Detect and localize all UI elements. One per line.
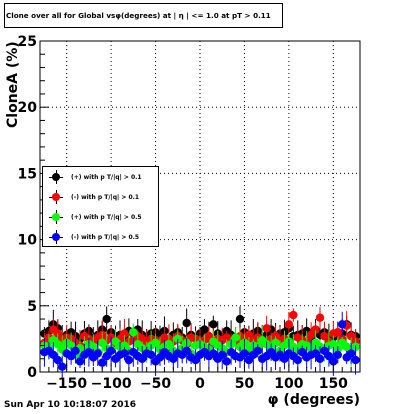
data-point [311, 325, 320, 334]
data-point [129, 328, 138, 337]
data-point [289, 310, 298, 320]
y-tick-label: 25 [18, 34, 37, 50]
data-point [120, 349, 129, 358]
data-point [102, 314, 111, 324]
data-point [146, 350, 156, 359]
chart-title-box: Clone over all for Global vsφ(degrees) a… [4, 3, 283, 28]
data-point [124, 355, 134, 365]
data-point [71, 346, 80, 356]
y-tick-label: 10 [18, 233, 38, 249]
legend-marker-series-2 [49, 190, 63, 204]
data-point [240, 349, 249, 358]
data-point [231, 333, 240, 342]
data-point [75, 357, 85, 366]
legend-label-series-3: (+) with p T/|q| > 0.5 [71, 213, 142, 221]
data-point [120, 329, 129, 338]
data-point [338, 320, 347, 329]
data-point [333, 328, 342, 337]
chart-title: Clone over all for Global vsφ(degrees) a… [6, 11, 271, 20]
data-point [182, 318, 191, 328]
data-point [351, 355, 360, 365]
series-4 [40, 311, 360, 378]
data-point [106, 346, 116, 356]
x-tick-label: 0 [195, 376, 205, 392]
legend-item-series-2: (-) with p T/|q| > 0.1 [43, 187, 158, 207]
data-point [222, 333, 231, 342]
data-point [182, 346, 191, 356]
legend-marker-series-4 [49, 230, 63, 244]
series-layer [40, 306, 360, 378]
legend-item-series-3: (+) with p T/|q| > 0.5 [43, 207, 158, 227]
data-point [93, 349, 102, 358]
data-point [98, 358, 107, 367]
timestamp-footer: Sun Apr 10 10:18:07 2016 [4, 400, 137, 410]
legend-marker-series-1 [49, 170, 63, 184]
data-point [271, 338, 280, 348]
x-tick-label: −150 [46, 376, 87, 392]
data-point [200, 325, 209, 334]
data-point [209, 320, 218, 329]
data-point [218, 350, 227, 359]
y-tick-label: 0 [27, 365, 37, 381]
data-point [346, 349, 356, 358]
legend-marker-series-3 [49, 210, 63, 224]
legend-item-series-4: (-) with p T/|q| > 0.5 [43, 227, 158, 247]
legend-label-series-2: (-) with p T/|q| > 0.1 [71, 193, 140, 201]
data-point [58, 362, 67, 371]
legend-label-series-1: (+) with p T/|q| > 0.1 [71, 173, 142, 181]
data-point [222, 357, 231, 366]
x-tick-label: 100 [274, 376, 303, 392]
data-point [173, 334, 182, 344]
y-tick-label: 20 [18, 100, 38, 116]
x-tick-label: −100 [91, 376, 132, 392]
data-point [315, 313, 325, 322]
grid-lines [40, 41, 360, 372]
legend-item-series-1: (+) with p T/|q| > 0.1 [43, 167, 158, 187]
y-tick-label: 15 [18, 166, 37, 182]
data-point [235, 314, 245, 324]
data-point [329, 357, 338, 366]
data-point [151, 338, 160, 348]
legend: (+) with p T/|q| > 0.1 (-) with p T/|q| … [42, 166, 159, 247]
data-point [284, 320, 294, 329]
data-point [164, 339, 174, 349]
x-tick-label: −50 [140, 376, 171, 392]
x-tick-label: 50 [235, 376, 255, 392]
data-point [53, 355, 62, 365]
y-tick-label: 5 [27, 299, 37, 315]
legend-label-series-4: (-) with p T/|q| > 0.5 [71, 233, 140, 241]
data-point [262, 324, 271, 333]
data-point [315, 354, 325, 363]
data-point [333, 350, 342, 359]
data-point [293, 355, 302, 365]
x-tick-label: 150 [319, 376, 348, 392]
data-point [253, 346, 262, 356]
y-axis-label: CloneA (%) [5, 41, 21, 128]
x-axis-label: φ (degrees) [267, 392, 360, 408]
